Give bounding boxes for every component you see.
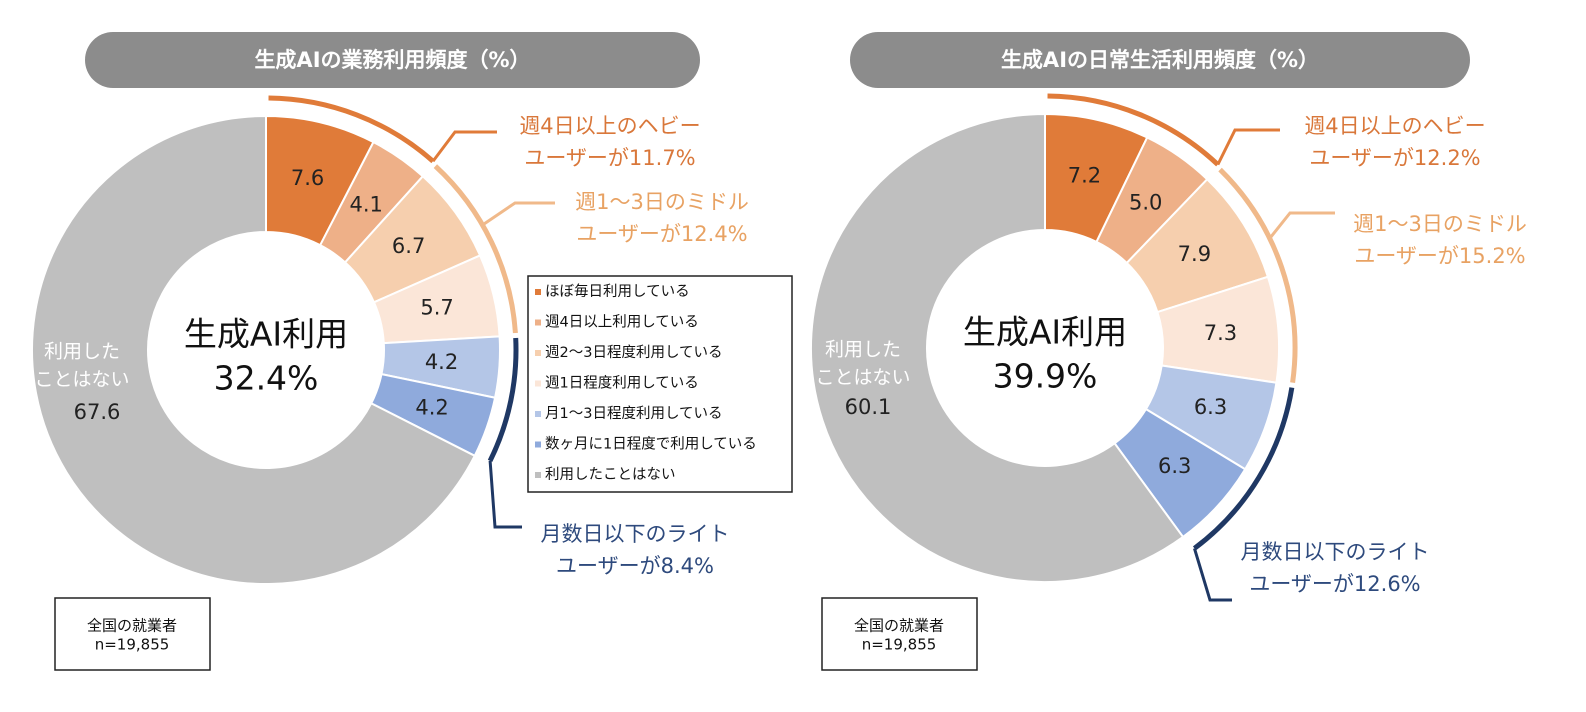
donut-slice	[810, 112, 1185, 583]
center-label: 生成AI利用	[184, 315, 348, 354]
slice-value-label: 7.6	[291, 166, 324, 190]
legend-label: ほぼ毎日利用している	[545, 283, 690, 300]
slice-value-label: 67.6	[74, 400, 121, 424]
title-pill	[85, 32, 700, 88]
slice-category-label: ことはない	[34, 369, 129, 391]
group-annotation: ユーザーが15.2%	[1354, 244, 1525, 268]
group-arc	[433, 164, 518, 334]
slice-value-label: 4.1	[350, 192, 383, 216]
group-leader	[431, 130, 497, 163]
legend: ほぼ毎日利用している週4日以上利用している週2～3日程度利用している週1日程度利…	[527, 275, 793, 493]
group-annotation: ユーザーが12.2%	[1309, 146, 1480, 170]
legend-label: 週2～3日程度利用している	[545, 344, 723, 361]
group-leader	[1193, 547, 1232, 602]
donut-chart: 生成AIの日常生活利用頻度（%） 7.2 5.0 7.9 7.3 6.3 6.3 60.1 利用…	[810, 32, 1527, 671]
group-arc	[268, 95, 435, 164]
group-leader	[1268, 211, 1335, 240]
legend-swatch	[535, 411, 541, 417]
group-annotation: 週4日以上のヘビー	[1304, 114, 1485, 138]
note-text: n=19,855	[862, 636, 937, 654]
group-leader	[481, 201, 555, 227]
note-box	[54, 597, 211, 671]
group-annotation: 月数日以下のライト	[541, 522, 730, 546]
slice-category-label: 利用した	[825, 339, 901, 361]
note-text: 全国の就業者	[87, 617, 177, 635]
slice-value-label: 4.2	[425, 350, 458, 374]
group-annotation: ユーザーが12.4%	[576, 222, 747, 246]
group-annotation: 週1～3日のミドル	[575, 190, 749, 214]
legend-swatch	[535, 289, 541, 295]
legend-swatch	[535, 472, 541, 478]
slice-value-label: 60.1	[845, 395, 892, 419]
legend-box	[527, 275, 793, 493]
slice-value-label: 6.7	[392, 234, 425, 258]
slice-value-label: 6.3	[1194, 395, 1227, 419]
slice-value-label: 7.3	[1204, 321, 1237, 345]
legend-swatch	[535, 441, 541, 448]
center-total: 32.4%	[214, 359, 319, 398]
group-annotation: ユーザーが8.4%	[556, 554, 714, 578]
group-arc	[487, 337, 519, 462]
note-text: n=19,855	[95, 636, 170, 654]
slice-value-label: 6.3	[1158, 454, 1191, 478]
legend-label: 週4日以上利用している	[545, 314, 699, 331]
slice-value-label: 7.9	[1178, 242, 1211, 266]
donut-chart: 生成AIの業務利用頻度（%） 7.6 4.1 6.7 5.7 4.2 4.2 67.6 利用した…	[31, 32, 749, 671]
chart-title: 生成AIの業務利用頻度（%）	[254, 48, 530, 72]
group-arc	[1218, 167, 1298, 384]
group-leader	[488, 460, 522, 529]
title-pill	[850, 32, 1470, 88]
legend-swatch	[535, 319, 541, 326]
legend-label: 数ヶ月に1日程度で利用している	[545, 436, 757, 453]
group-annotation: ユーザーが11.7%	[524, 146, 695, 170]
note-text: 全国の就業者	[854, 617, 944, 635]
note-box	[821, 597, 978, 671]
legend-swatch	[535, 350, 541, 356]
slice-value-label: 7.2	[1068, 163, 1101, 187]
slice-value-label: 5.7	[420, 296, 453, 320]
group-annotation: 月数日以下のライト	[1241, 540, 1430, 564]
legend-label: 利用したことはない	[545, 466, 676, 483]
chart-title: 生成AIの日常生活利用頻度（%）	[1001, 48, 1319, 72]
group-arc	[1047, 93, 1220, 167]
group-annotation: ユーザーが12.6%	[1249, 572, 1420, 596]
donut-slice	[31, 114, 477, 585]
group-annotation: 週4日以上のヘビー	[519, 114, 700, 138]
slice-category-label: 利用した	[44, 341, 120, 363]
group-annotation: 週1～3日のミドル	[1353, 212, 1527, 236]
slice-category-label: ことはない	[815, 367, 910, 389]
slice-value-label: 4.2	[415, 395, 448, 419]
group-arc	[1192, 387, 1295, 551]
group-leader	[1216, 128, 1280, 166]
legend-label: 週1日程度利用している	[545, 375, 699, 392]
center-total: 39.9%	[993, 357, 1098, 396]
legend-swatch	[535, 380, 541, 387]
legend-label: 月1～3日程度利用している	[545, 405, 723, 422]
center-label: 生成AI利用	[963, 313, 1127, 352]
slice-value-label: 5.0	[1129, 191, 1162, 215]
